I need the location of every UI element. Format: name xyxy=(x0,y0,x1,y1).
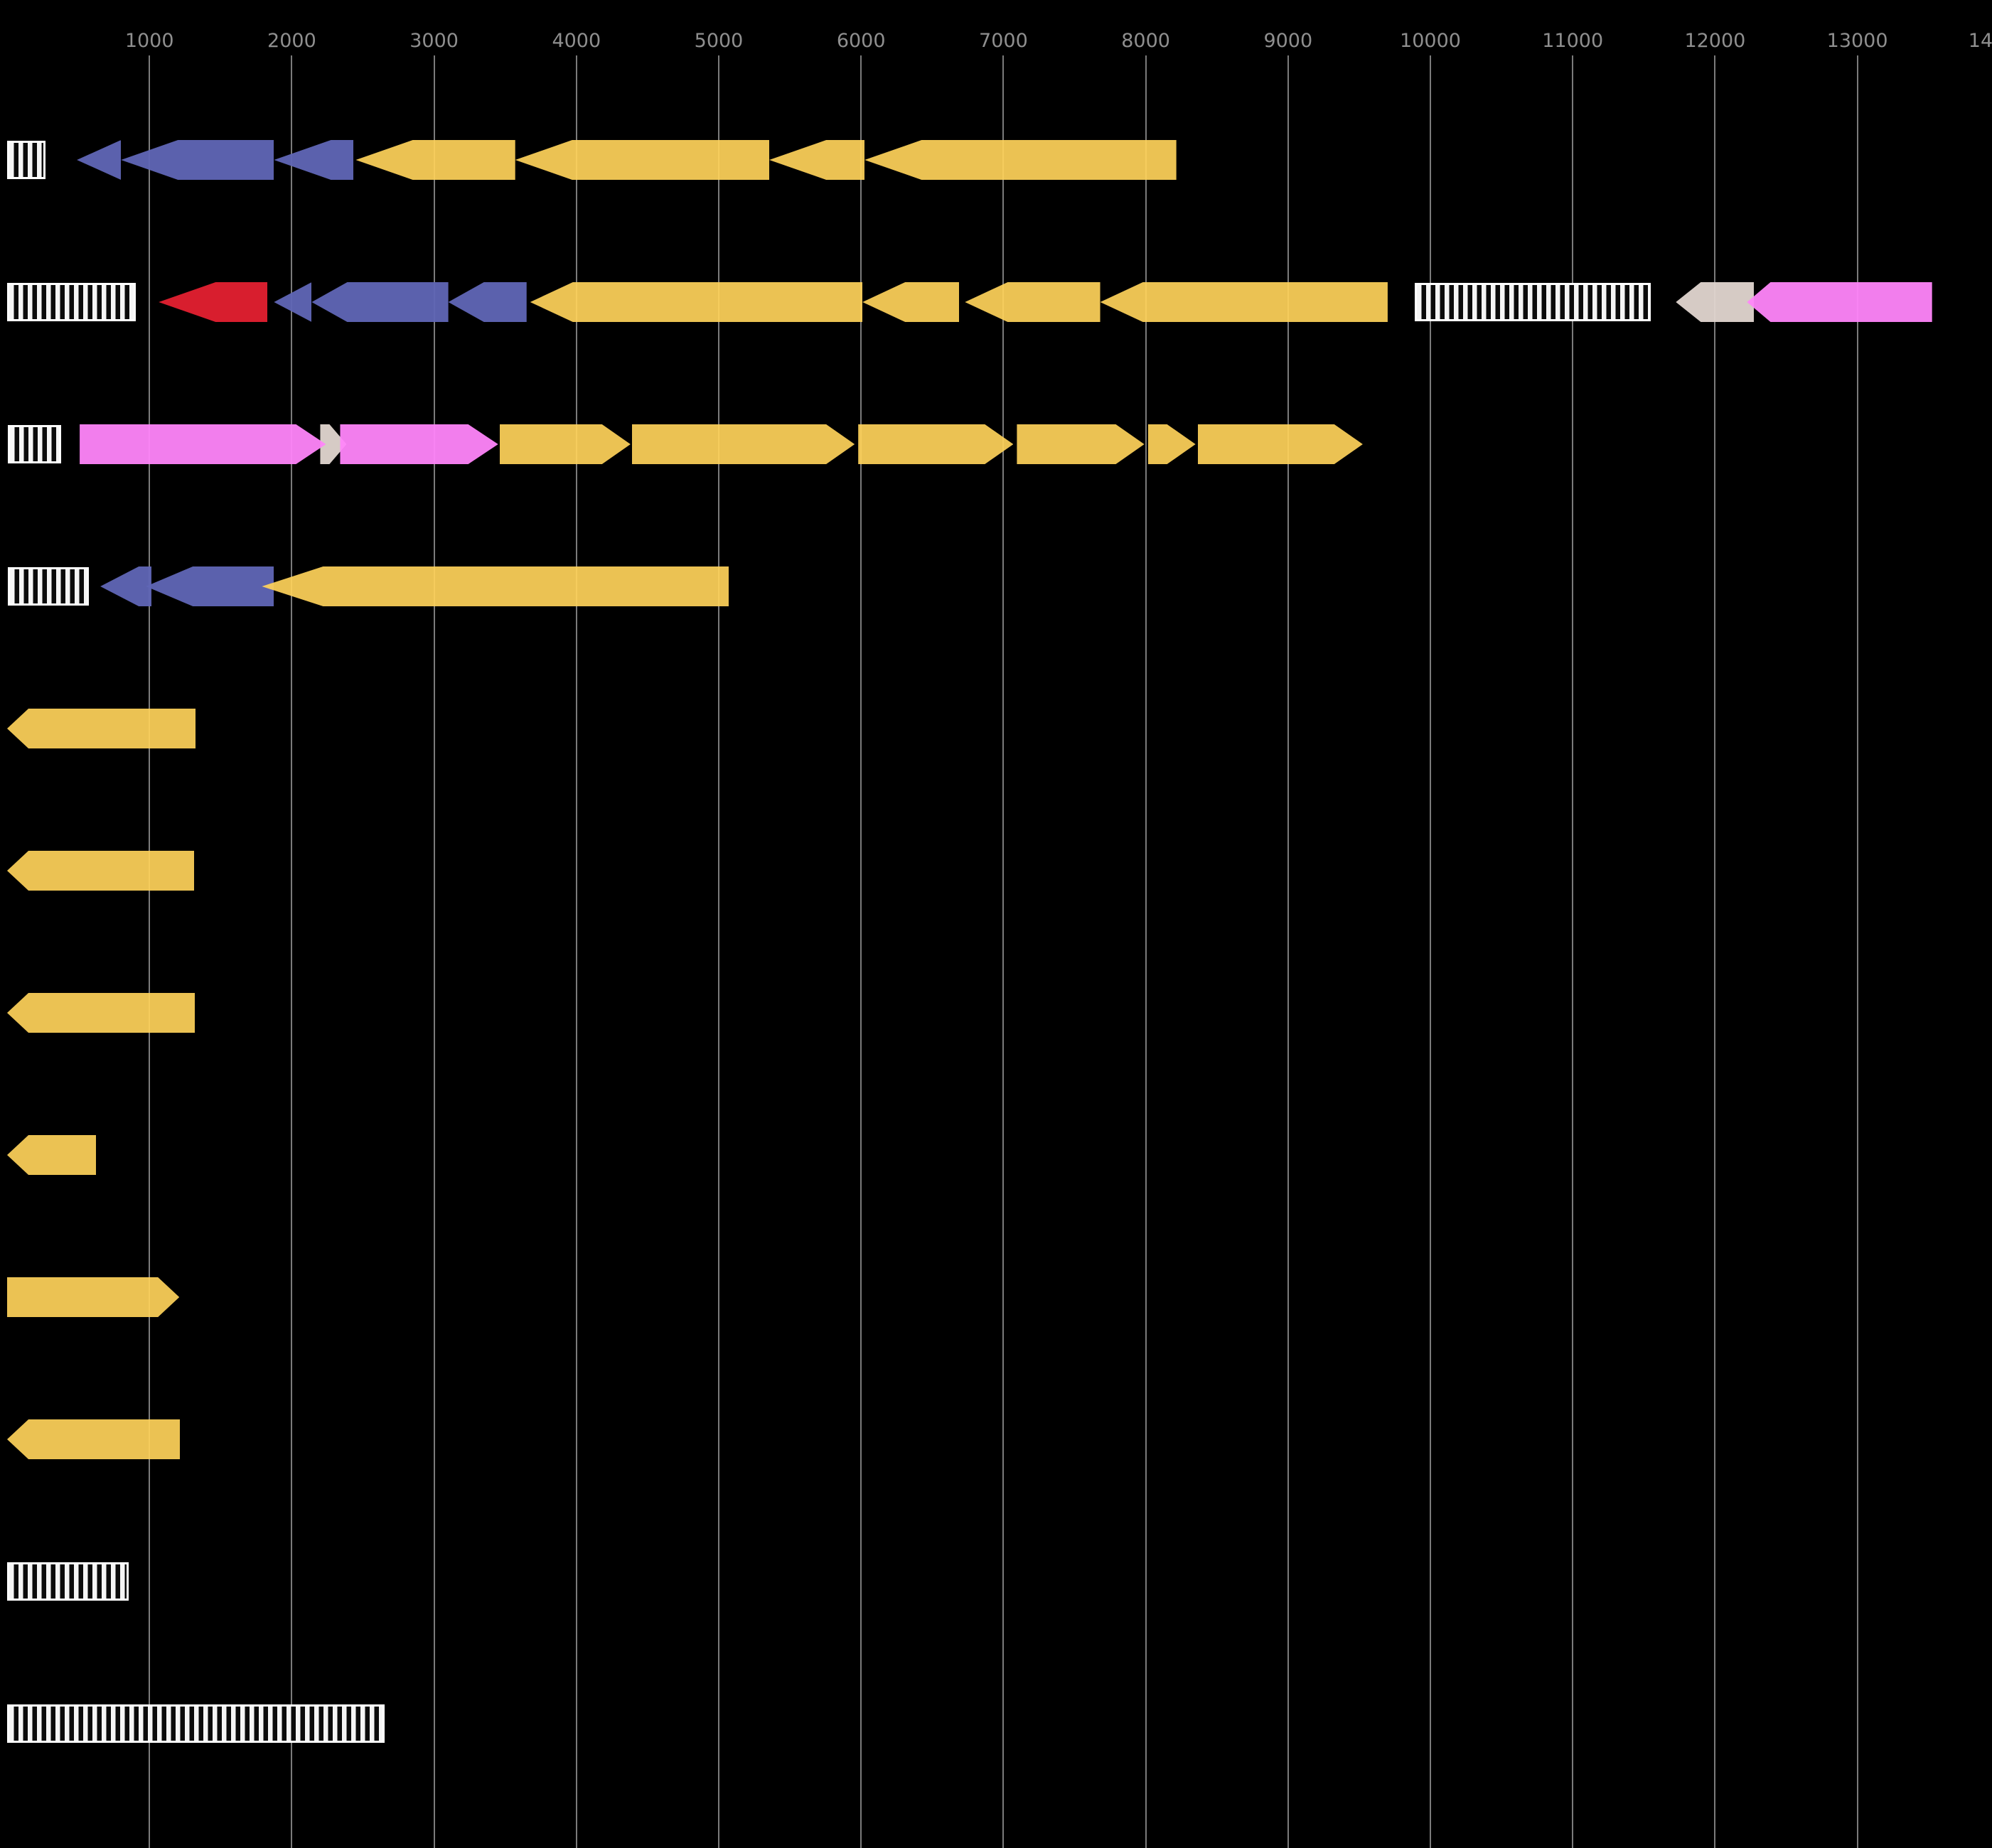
axis-gridline xyxy=(1856,55,1858,1848)
gene-arrow xyxy=(1197,424,1363,464)
axis-gridline xyxy=(1145,55,1147,1848)
gene-arrow xyxy=(80,424,326,464)
gene-arrow xyxy=(862,282,960,322)
axis-gridline xyxy=(149,55,151,1848)
gene-arrow xyxy=(311,282,449,322)
axis-gridline xyxy=(291,55,293,1848)
hatch-box-feature xyxy=(8,425,62,463)
gene-arrow xyxy=(499,424,631,464)
hatch-box-feature xyxy=(7,1562,129,1601)
gene-arrow xyxy=(77,140,122,180)
hatch-box-feature xyxy=(1414,283,1651,321)
gene-arrow xyxy=(274,140,354,180)
gene-arrow xyxy=(146,566,274,606)
gene-arrow xyxy=(1676,282,1755,322)
gene-arrow xyxy=(355,140,515,180)
axis-tick-label: 2000 xyxy=(267,30,316,52)
axis-gridline xyxy=(1287,55,1289,1848)
gene-arrow xyxy=(965,282,1101,322)
axis-gridline xyxy=(433,55,435,1848)
hatch-box-feature xyxy=(7,283,136,321)
axis-tick-label: 7000 xyxy=(979,30,1028,52)
hatch-box-feature xyxy=(7,1704,385,1743)
gene-arrow xyxy=(159,282,268,322)
gene-arrow xyxy=(100,566,152,606)
axis-gridline xyxy=(1430,55,1431,1848)
gene-arrow xyxy=(1147,424,1196,464)
gene-arrow xyxy=(515,140,770,180)
axis-gridline xyxy=(1572,55,1574,1848)
gene-arrow xyxy=(262,566,729,606)
axis-gridline xyxy=(575,55,577,1848)
axis-tick-label: 5000 xyxy=(694,30,744,52)
axis-tick-label: 6000 xyxy=(836,30,886,52)
axis-gridline xyxy=(860,55,862,1848)
axis-gridline xyxy=(1714,55,1716,1848)
axis-gridline xyxy=(718,55,719,1848)
axis-tick-label: 12000 xyxy=(1684,30,1746,52)
gene-arrow xyxy=(448,282,527,322)
gene-arrow xyxy=(7,851,195,891)
gene-arrow xyxy=(530,282,863,322)
gene-arrow xyxy=(1017,424,1145,464)
gene-arrow xyxy=(7,1277,180,1317)
gene-arrow xyxy=(121,140,274,180)
gene-arrow xyxy=(7,709,196,748)
gene-arrow xyxy=(7,1419,181,1459)
axis-tick-label: 11000 xyxy=(1542,30,1604,52)
axis-tick-label: 13000 xyxy=(1826,30,1888,52)
gene-arrow xyxy=(340,424,498,464)
gene-arrow xyxy=(274,282,312,322)
axis-tick-label: 9000 xyxy=(1263,30,1313,52)
gene-arrow xyxy=(864,140,1177,180)
hatch-box-feature xyxy=(8,567,90,606)
gene-arrow xyxy=(858,424,1014,464)
axis-tick-label: 10000 xyxy=(1400,30,1461,52)
gene-arrow xyxy=(1100,282,1388,322)
gene-arrow xyxy=(631,424,855,464)
axis-gridline xyxy=(1002,55,1005,1848)
gene-arrow xyxy=(7,993,196,1033)
axis-tick-label: 3000 xyxy=(409,30,459,52)
hatch-box-feature xyxy=(7,141,46,179)
gene-arrow xyxy=(769,140,865,180)
axis-tick-label: 1000 xyxy=(124,30,174,52)
axis-tick-label: 8000 xyxy=(1121,30,1170,52)
axis-tick-label: 4000 xyxy=(552,30,601,52)
gene-arrow xyxy=(1747,282,1932,322)
gene-arrow xyxy=(7,1135,97,1175)
axis-tick-label: 14000 xyxy=(1968,30,1992,52)
